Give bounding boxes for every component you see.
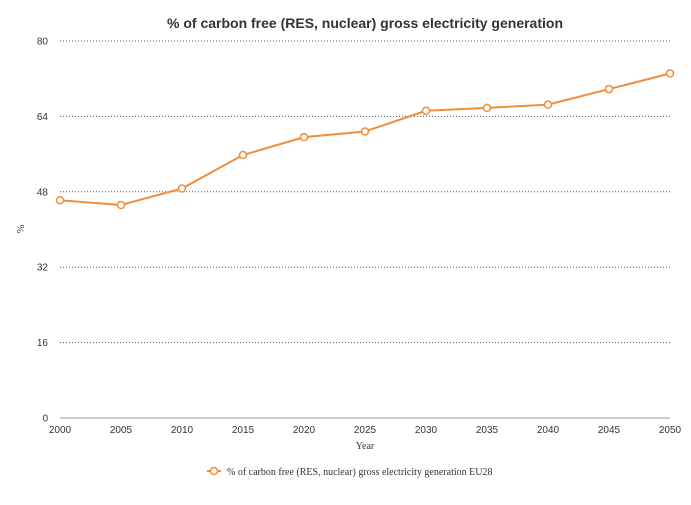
legend-label: % of carbon free (RES, nuclear) gross el… xyxy=(227,467,492,478)
x-tick-label: 2015 xyxy=(232,425,255,436)
x-tick-label: 2035 xyxy=(476,425,499,436)
y-tick-label: 0 xyxy=(42,414,48,425)
x-tick-label: 2040 xyxy=(537,425,560,436)
x-tick-label: 2030 xyxy=(415,425,438,436)
data-point[interactable] xyxy=(543,100,553,109)
legend-point-marker xyxy=(209,466,219,476)
x-tick-labels: 2000 2005 2010 2015 2020 2025 2030 2035 2040 2045… xyxy=(49,425,682,436)
x-tick-label: 2050 xyxy=(659,425,682,436)
x-axis-label: Year xyxy=(356,441,375,452)
data-point[interactable] xyxy=(604,84,614,94)
data-point[interactable] xyxy=(421,106,431,115)
y-axis-label: % xyxy=(16,225,27,233)
y-tick-label: 32 xyxy=(37,263,49,274)
x-tick-label: 2010 xyxy=(171,425,194,436)
y-tick-label: 48 xyxy=(37,187,49,198)
chart-title: % of carbon free (RES, nuclear) gross el… xyxy=(167,15,563,31)
y-tick-label: 16 xyxy=(37,338,49,349)
series-group xyxy=(55,69,675,210)
series-line xyxy=(59,72,671,206)
x-tick-label: 2045 xyxy=(598,425,621,436)
x-tick-label: 2000 xyxy=(49,425,72,436)
y-tick-labels: 0 16 32 48 64 80 xyxy=(37,37,49,425)
x-tick-label: 2020 xyxy=(293,425,316,436)
data-point[interactable] xyxy=(299,132,309,142)
data-point[interactable] xyxy=(116,200,126,210)
legend[interactable]: % of carbon free (RES, nuclear) gross el… xyxy=(207,466,492,478)
data-point[interactable] xyxy=(360,127,370,136)
data-point[interactable] xyxy=(665,69,675,78)
data-point[interactable] xyxy=(55,196,65,205)
x-tick-label: 2005 xyxy=(110,425,133,436)
data-point[interactable] xyxy=(177,184,187,193)
y-tick-label: 80 xyxy=(37,37,49,48)
x-tick-label: 2025 xyxy=(354,425,377,436)
grid-lines xyxy=(60,40,670,344)
y-tick-label: 64 xyxy=(37,112,49,123)
data-point[interactable] xyxy=(238,150,248,160)
data-point[interactable] xyxy=(482,103,492,113)
